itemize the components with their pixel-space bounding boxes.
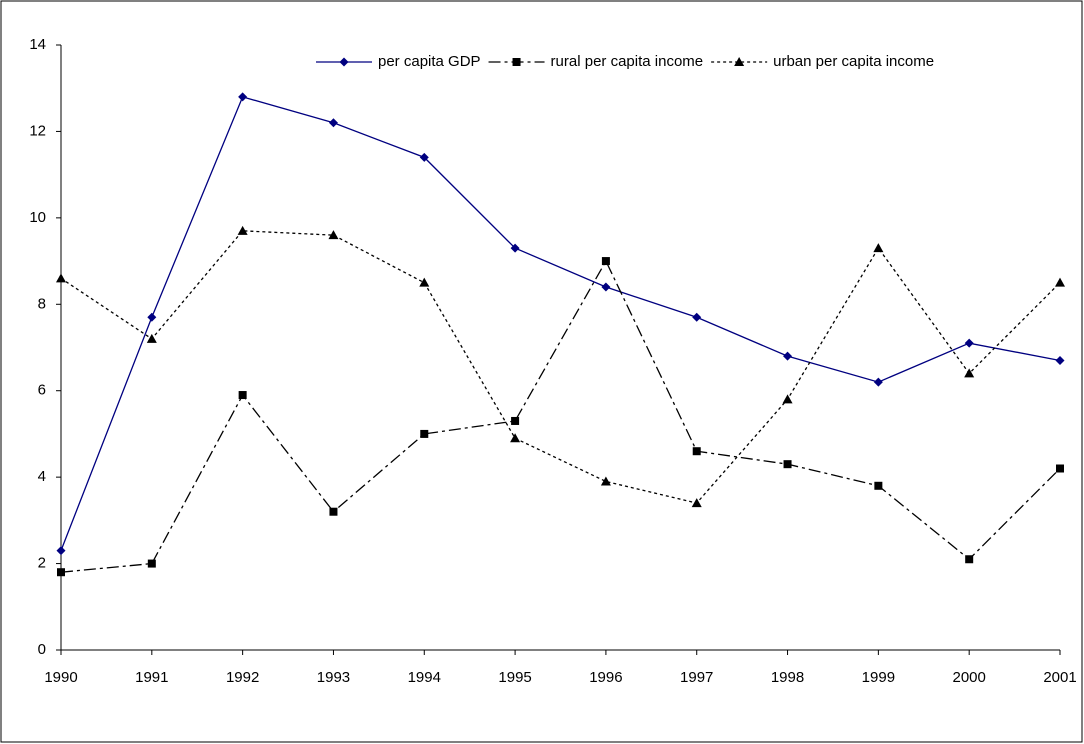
x-tick-label: 1991 — [135, 669, 168, 686]
point — [56, 273, 66, 283]
point — [1055, 355, 1065, 365]
point — [601, 282, 611, 292]
legend-marker — [512, 58, 521, 66]
point — [328, 118, 338, 128]
point — [57, 568, 65, 577]
y-tick-label: 14 — [29, 36, 46, 53]
point — [238, 391, 247, 400]
y-tick-label: 2 — [38, 555, 46, 572]
point — [56, 546, 66, 556]
y-tick-label: 4 — [38, 468, 46, 485]
series-line — [60, 230, 1061, 504]
point — [419, 277, 430, 287]
y-tick-label: 8 — [38, 295, 46, 312]
point — [510, 243, 520, 253]
legend-label: per capita GDP — [378, 53, 481, 70]
point — [783, 460, 792, 469]
y-tick-label: 6 — [38, 382, 46, 399]
point — [147, 559, 156, 568]
point — [874, 481, 883, 490]
x-tick-label: 1995 — [498, 669, 531, 686]
point — [964, 338, 974, 348]
point — [328, 230, 339, 240]
point — [964, 368, 975, 378]
point — [692, 312, 702, 322]
point — [147, 312, 157, 322]
point — [782, 394, 793, 404]
point — [419, 152, 429, 162]
point — [510, 433, 521, 443]
point — [873, 377, 883, 387]
point — [420, 429, 429, 438]
x-tick-label: 1999 — [862, 669, 895, 686]
point — [237, 225, 248, 235]
legend-marker — [339, 57, 349, 67]
x-tick-label: 1990 — [44, 669, 77, 686]
y-tick-label: 0 — [38, 641, 46, 658]
point — [965, 555, 974, 564]
point — [692, 447, 701, 456]
y-tick-label: 12 — [29, 122, 46, 139]
point — [329, 507, 338, 516]
point — [873, 243, 884, 253]
x-tick-label: 1993 — [317, 669, 350, 686]
series-line — [60, 96, 1061, 551]
x-tick-label: 1996 — [589, 669, 622, 686]
legend-label: rural per capita income — [551, 53, 704, 70]
legend-marker — [734, 57, 745, 66]
point — [146, 333, 157, 343]
legend-label: urban per capita income — [773, 53, 934, 70]
point — [691, 498, 702, 508]
x-tick-label: 1998 — [771, 669, 804, 686]
x-tick-label: 1997 — [680, 669, 713, 686]
point — [1056, 464, 1064, 473]
point — [783, 351, 793, 361]
point — [1055, 277, 1065, 287]
point — [238, 92, 248, 102]
x-tick-label: 2000 — [952, 669, 985, 686]
x-tick-label: 2001 — [1043, 669, 1076, 686]
x-tick-label: 1994 — [408, 669, 441, 686]
point — [511, 416, 520, 425]
x-tick-label: 1992 — [226, 669, 259, 686]
y-tick-label: 10 — [29, 209, 46, 226]
point — [601, 257, 610, 266]
point — [600, 476, 611, 486]
